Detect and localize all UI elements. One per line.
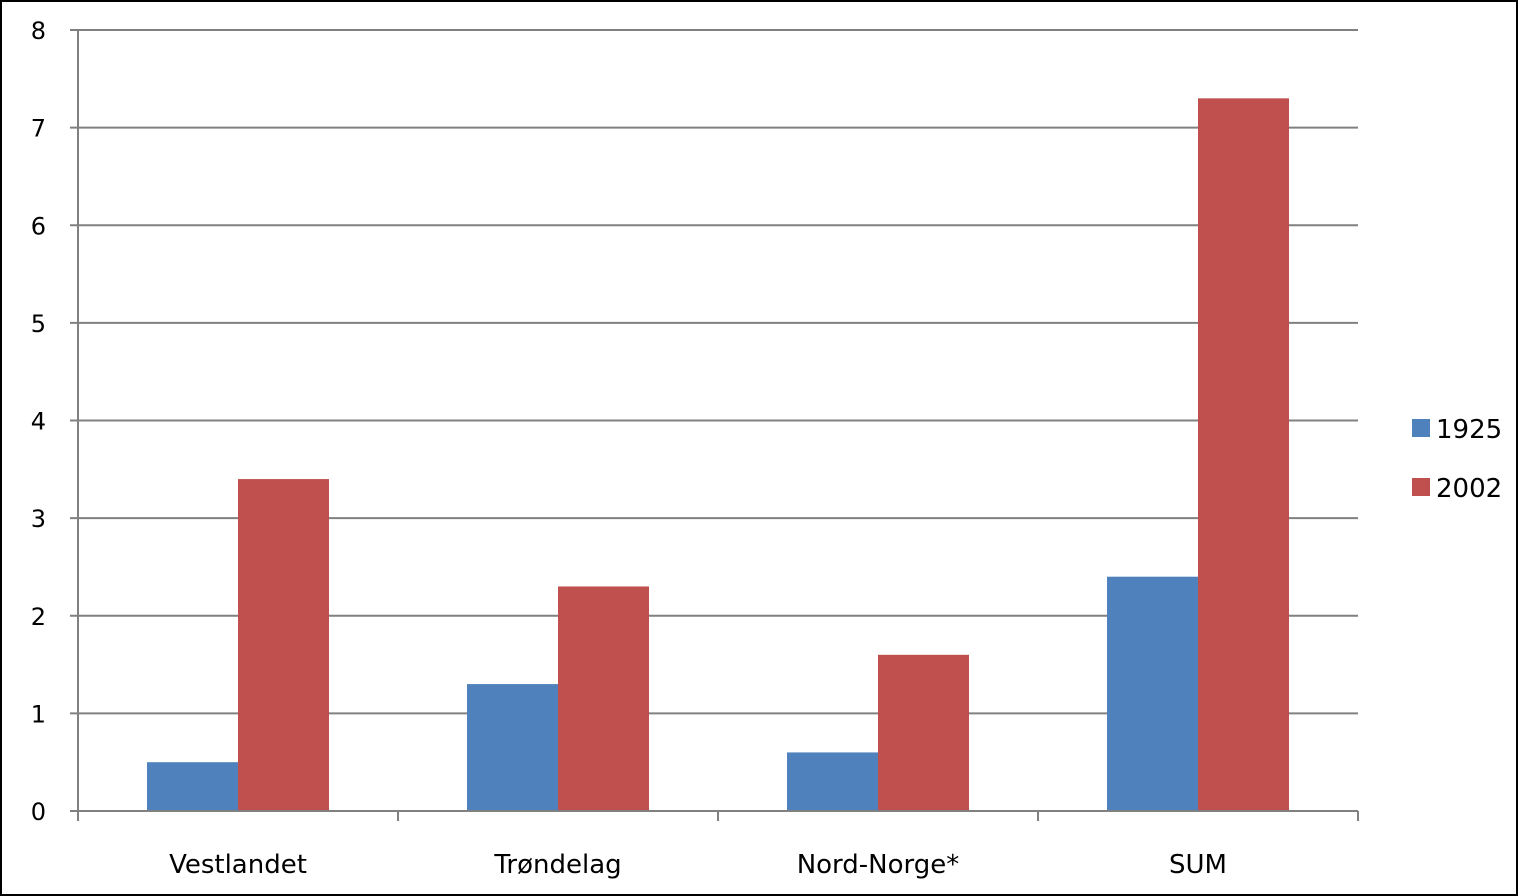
bar-1925-1: [467, 684, 558, 811]
y-tick-label: 0: [31, 798, 46, 826]
y-tick-label: 8: [31, 17, 46, 45]
legend-label-1925: 1925: [1436, 415, 1502, 445]
bar-2002-3: [1198, 98, 1289, 811]
bar-1925-0: [147, 762, 238, 811]
bar-2002-0: [238, 479, 329, 811]
bar-2002-2: [878, 654, 969, 811]
y-tick-labels: 0 1 2 3 4 5 6 7 8: [31, 17, 46, 826]
y-tick-label: 7: [31, 115, 46, 143]
x-tick-labels: Vestlandet Trøndelag Nord-Norge* SUM: [169, 850, 1227, 880]
axes: [70, 29, 1359, 821]
x-tick-label: Vestlandet: [169, 850, 307, 880]
bar-1925-3: [1107, 576, 1198, 811]
bars: [147, 98, 1289, 811]
bar-1925-2: [787, 752, 878, 811]
x-tick-label: Trøndelag: [493, 850, 621, 880]
x-tick-label: SUM: [1169, 850, 1227, 880]
legend: 1925 2002: [1412, 415, 1502, 504]
y-tick-label: 4: [31, 408, 46, 436]
x-tick-label: Nord-Norge*: [797, 850, 960, 880]
y-tick-label: 5: [31, 310, 46, 338]
y-tick-label: 6: [31, 212, 46, 240]
bar-2002-1: [558, 586, 649, 811]
legend-label-2002: 2002: [1436, 474, 1502, 504]
y-tick-label: 1: [31, 700, 46, 728]
legend-swatch-1925: [1412, 419, 1430, 437]
y-tick-label: 2: [31, 603, 46, 631]
legend-swatch-2002: [1412, 478, 1430, 496]
y-tick-label: 3: [31, 505, 46, 533]
